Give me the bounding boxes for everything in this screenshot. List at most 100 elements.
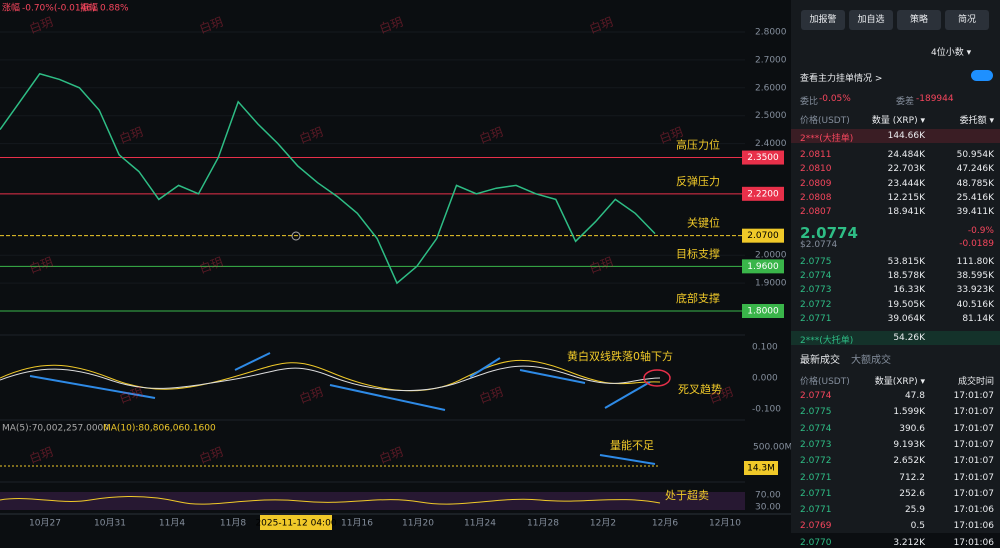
x-tick-label: 11月28	[527, 518, 559, 529]
stat-label: 涨幅	[2, 2, 20, 14]
chart: 涨幅 -0.70%(-0.0146) 振幅 0.88% 黄白双线跌落0轴下方 死…	[0, 1, 791, 530]
trade-price: 2.0773	[800, 439, 832, 450]
level-note: 目标支撑	[676, 246, 720, 260]
level-note: 高压力位	[676, 138, 720, 152]
ask-amt: 25.416K	[956, 192, 994, 203]
last-price: 2.0774	[800, 224, 858, 242]
trade-amt: 17:01:07	[953, 423, 994, 434]
ask-price: 2.0809	[800, 178, 832, 189]
macd-tick-label: 0.000	[752, 374, 778, 384]
last-usd: $2.0774	[800, 240, 838, 250]
ask-price: 2.0811	[800, 150, 832, 160]
trade-amt: 17:01:07	[953, 488, 994, 499]
level-box	[742, 228, 784, 243]
level-label: 1.8000	[747, 307, 779, 317]
big-ask-label: 2***(大挂单)	[800, 134, 854, 144]
ask-amt: 39.411K	[956, 207, 994, 218]
stat-label: 振幅	[80, 2, 98, 14]
button[interactable]: 加报警	[801, 10, 845, 30]
trade-header-qty: 数量(XRP) ▾	[874, 377, 925, 387]
level-box	[742, 186, 784, 201]
label: 委差	[896, 97, 915, 107]
macd-tick-label: -0.100	[752, 405, 781, 415]
tab[interactable]: 最新成交	[800, 355, 840, 366]
y-tick-label: 2.8000	[755, 28, 787, 38]
toggle	[971, 70, 993, 81]
trade-qty: 2.652K	[893, 456, 925, 467]
ask-amt: 47.246K	[956, 164, 994, 175]
trade-amt: 17:01:06	[953, 537, 994, 548]
last-chg: -0.0189	[959, 239, 994, 249]
level-box	[742, 304, 784, 318]
rsi-band	[0, 492, 745, 510]
tab[interactable]: 大额成交	[851, 355, 891, 366]
ask-qty: 24.484K	[887, 150, 925, 160]
trade-qty: 252.6	[899, 488, 925, 499]
button[interactable]: 策略	[897, 10, 941, 30]
annotation: 死叉趋势	[678, 383, 722, 396]
trade-qty: 1.599K	[893, 407, 925, 418]
trade-qty: 390.6	[899, 423, 925, 434]
rsi-tick: 70.00	[755, 491, 781, 501]
bid-qty: 16.33K	[893, 285, 925, 296]
volume-ma5: MA(5):70,002,257.0000	[2, 424, 109, 434]
trade-amt: 17:01:07	[953, 407, 994, 418]
bid-price: 2.0773	[800, 285, 832, 296]
trade-amt: 17:01:07	[953, 472, 994, 483]
x-tick-label: 11月8	[220, 518, 246, 529]
trade-amt: 17:01:06	[953, 521, 994, 532]
stat-change: -0.70%(-0.0146)	[22, 4, 96, 14]
arrow	[469, 357, 501, 378]
trade-qty: 3.212K	[893, 537, 925, 548]
x-tick-label: 11月24	[464, 518, 496, 529]
trade-amt: 17:01:07	[953, 391, 994, 401]
ask-price: 2.0807	[800, 207, 832, 218]
macd-signal	[0, 365, 661, 392]
ask-amt: 48.785K	[956, 178, 994, 189]
book-header-price: 价格(USDT)	[800, 116, 850, 126]
trade-header-price: 价格(USDT)	[800, 377, 850, 387]
trade-price: 2.0774	[800, 423, 832, 434]
trade-amt: 17:01:06	[953, 505, 994, 516]
y-tick-label: 2.6000	[755, 83, 787, 93]
x-tick-label: 12月10	[709, 518, 741, 529]
stat-amp: 0.88%	[100, 4, 129, 14]
ratio: -0.05%	[819, 94, 851, 104]
macd-line	[0, 360, 661, 392]
y-tick-label: 2.5000	[755, 111, 787, 121]
bid-amt: 81.14K	[962, 313, 994, 324]
bid-amt: 111.80K	[956, 257, 994, 267]
trade-price: 2.0771	[800, 488, 832, 499]
annotation: 处于超卖	[665, 488, 709, 502]
bid-price: 2.0772	[800, 299, 832, 310]
trade-price: 2.0771	[800, 505, 832, 516]
bid-price: 2.0771	[800, 313, 832, 324]
trade-price: 2.0775	[800, 407, 832, 418]
big-ask-qty: 144.66K	[887, 131, 925, 141]
bid-amt: 33.923K	[956, 285, 994, 296]
trade-qty: 0.5	[910, 521, 925, 532]
ask-qty: 12.215K	[887, 192, 925, 203]
side-panel: 加报警 加自选 策略 简况 4位小数 ▾ 查看主力挂单情况 > 委比 -0.05% 委差 -189…	[791, 0, 1000, 548]
volume-current: 14.3M	[747, 464, 775, 474]
decimals: 4位小数 ▾	[931, 48, 972, 58]
ask-qty: 23.444K	[887, 178, 925, 189]
bid-amt: 40.516K	[956, 299, 994, 310]
button[interactable]: 加自选	[849, 10, 893, 30]
arrow	[29, 375, 156, 399]
bid-price: 2.0775	[800, 257, 832, 267]
rsi-tick: 30.00	[755, 503, 781, 513]
level-label: 2.2200	[747, 189, 779, 199]
main-orders: 查看主力挂单情况 >	[800, 74, 883, 84]
y-tick-label: 2.4000	[755, 139, 787, 149]
bid-qty: 18.578K	[887, 271, 925, 282]
trade-amt: 17:01:07	[953, 456, 994, 467]
button[interactable]: 简况	[945, 10, 989, 30]
bid-price: 2.0774	[800, 271, 832, 282]
trade-price: 2.0772	[800, 456, 832, 467]
rsi-line	[0, 496, 661, 505]
bid-qty: 53.815K	[887, 257, 925, 267]
highlight-circle	[643, 369, 671, 387]
arrow	[519, 369, 586, 384]
trade-header-amt: 成交时间	[957, 377, 994, 387]
